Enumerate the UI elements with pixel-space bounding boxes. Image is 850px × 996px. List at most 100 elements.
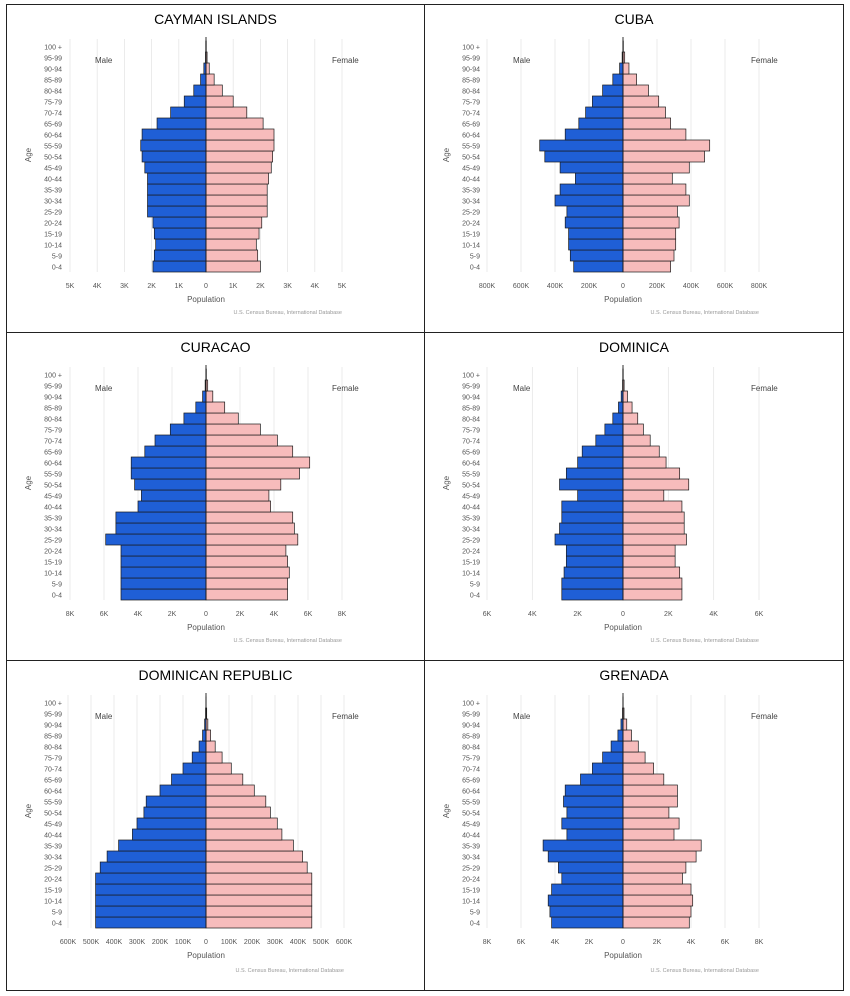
male-bar [569, 249, 624, 262]
panel-cayman-islands: CAYMAN ISLANDS 5K 4K 3K 2K 1K 0 1K 2K 3K 4K 5K 0-4 5… [6, 4, 425, 333]
female-bar [622, 489, 665, 502]
x-tick-label: 5K [338, 283, 347, 290]
age-tick-label: 0-4 [52, 920, 62, 927]
male-bar [130, 456, 207, 469]
x-tick-label: 6K [100, 611, 109, 618]
female-bar [205, 456, 311, 469]
age-tick-label: 40-44 [462, 176, 480, 183]
female-bar [205, 260, 261, 273]
y-axis-title: Age [442, 147, 451, 162]
male-bar [577, 456, 624, 469]
age-tick-label: 55-59 [44, 799, 62, 806]
y-axis-title: Age [24, 147, 33, 162]
age-tick-label: 85-89 [44, 733, 62, 740]
x-tick-label: 500K [83, 939, 100, 946]
x-tick-label: 400K [547, 283, 564, 290]
male-bar [565, 555, 624, 568]
male-bar [565, 544, 624, 557]
x-tick-label: 400K [290, 939, 307, 946]
female-bar [205, 73, 215, 86]
x-tick-label: 600K [717, 283, 734, 290]
male-bar [99, 861, 207, 874]
female-bar [205, 238, 257, 251]
male-bar [183, 95, 207, 108]
age-tick-label: 25-29 [44, 865, 62, 872]
female-bar [622, 522, 685, 535]
male-bar [143, 806, 207, 819]
male-bar [551, 883, 624, 896]
female-bar [205, 577, 288, 590]
age-tick-label: 90-94 [44, 66, 62, 73]
female-bar [205, 150, 273, 163]
female-bar [205, 84, 223, 97]
age-tick-label: 55-59 [462, 143, 480, 150]
male-bar [578, 117, 624, 130]
age-tick-label: 0-4 [52, 592, 62, 599]
x-tick-label: 2K [585, 939, 594, 946]
age-tick-label: 45-49 [462, 493, 480, 500]
age-tick-label: 95-99 [44, 711, 62, 718]
x-tick-label: 3K [120, 283, 129, 290]
age-tick-label: 10-14 [462, 570, 480, 577]
male-bar [564, 128, 624, 141]
source-credit: U.S. Census Bureau, International Databa… [233, 638, 342, 644]
age-tick-label: 45-49 [44, 821, 62, 828]
age-tick-label: 5-9 [52, 581, 62, 588]
male-bar [542, 839, 624, 852]
male-bar [152, 260, 207, 273]
x-tick-label: 600K [336, 939, 353, 946]
female-bar [622, 533, 687, 546]
male-bar [120, 577, 207, 590]
female-bar [205, 894, 313, 907]
male-bar [144, 161, 207, 174]
male-bar [592, 762, 624, 775]
female-bar [205, 412, 239, 425]
female-bar [622, 62, 630, 75]
age-tick-label: 85-89 [462, 405, 480, 412]
male-bar [198, 740, 207, 753]
female-bar [205, 467, 300, 480]
male-bar [105, 533, 207, 546]
female-bar [205, 762, 232, 775]
female-bar [622, 412, 639, 425]
female-bar [205, 128, 275, 141]
x-tick-label: 8K [66, 611, 75, 618]
population-pyramid: 600K 500K 400K 300K 200K 100K 0 100K 200K 300K 400… [24, 693, 359, 974]
age-tick-label: 15-19 [44, 231, 62, 238]
age-tick-label: 30-34 [462, 854, 480, 861]
age-tick-label: 65-69 [462, 777, 480, 784]
population-pyramid: 800K 600K 400K 200K 0 200K 400K 600K 800K 0-4 5-9 1… [442, 37, 778, 316]
male-bar [566, 205, 624, 218]
age-tick-label: 35-39 [462, 187, 480, 194]
age-tick-label: 45-49 [462, 821, 480, 828]
x-tick-label: 200K [244, 939, 261, 946]
female-bar [205, 751, 223, 764]
male-bar [169, 423, 207, 436]
age-tick-label: 100 + [462, 44, 480, 51]
x-tick-label: 400K [106, 939, 123, 946]
x-tick-label: 2K [147, 283, 156, 290]
male-bar [95, 883, 207, 896]
female-bar [205, 566, 290, 579]
female-bar [622, 773, 665, 786]
female-bar [205, 740, 216, 753]
age-tick-label: 85-89 [44, 405, 62, 412]
male-bar [559, 522, 624, 535]
female-label: Female [751, 712, 778, 721]
male-bar [617, 729, 624, 742]
male-bar [568, 238, 624, 251]
age-tick-label: 15-19 [44, 887, 62, 894]
male-bar [559, 161, 624, 174]
source-credit: U.S. Census Bureau, International Databa… [235, 968, 344, 974]
age-tick-label: 90-94 [462, 722, 480, 729]
female-bar [205, 62, 210, 75]
male-bar [115, 511, 207, 524]
male-bar [610, 740, 624, 753]
female-bar [205, 489, 270, 502]
male-bar [561, 817, 624, 830]
age-tick-label: 20-24 [44, 220, 62, 227]
age-tick-label: 40-44 [44, 504, 62, 511]
male-bar [147, 194, 207, 207]
age-tick-label: 70-74 [462, 438, 480, 445]
female-bar [205, 445, 294, 458]
